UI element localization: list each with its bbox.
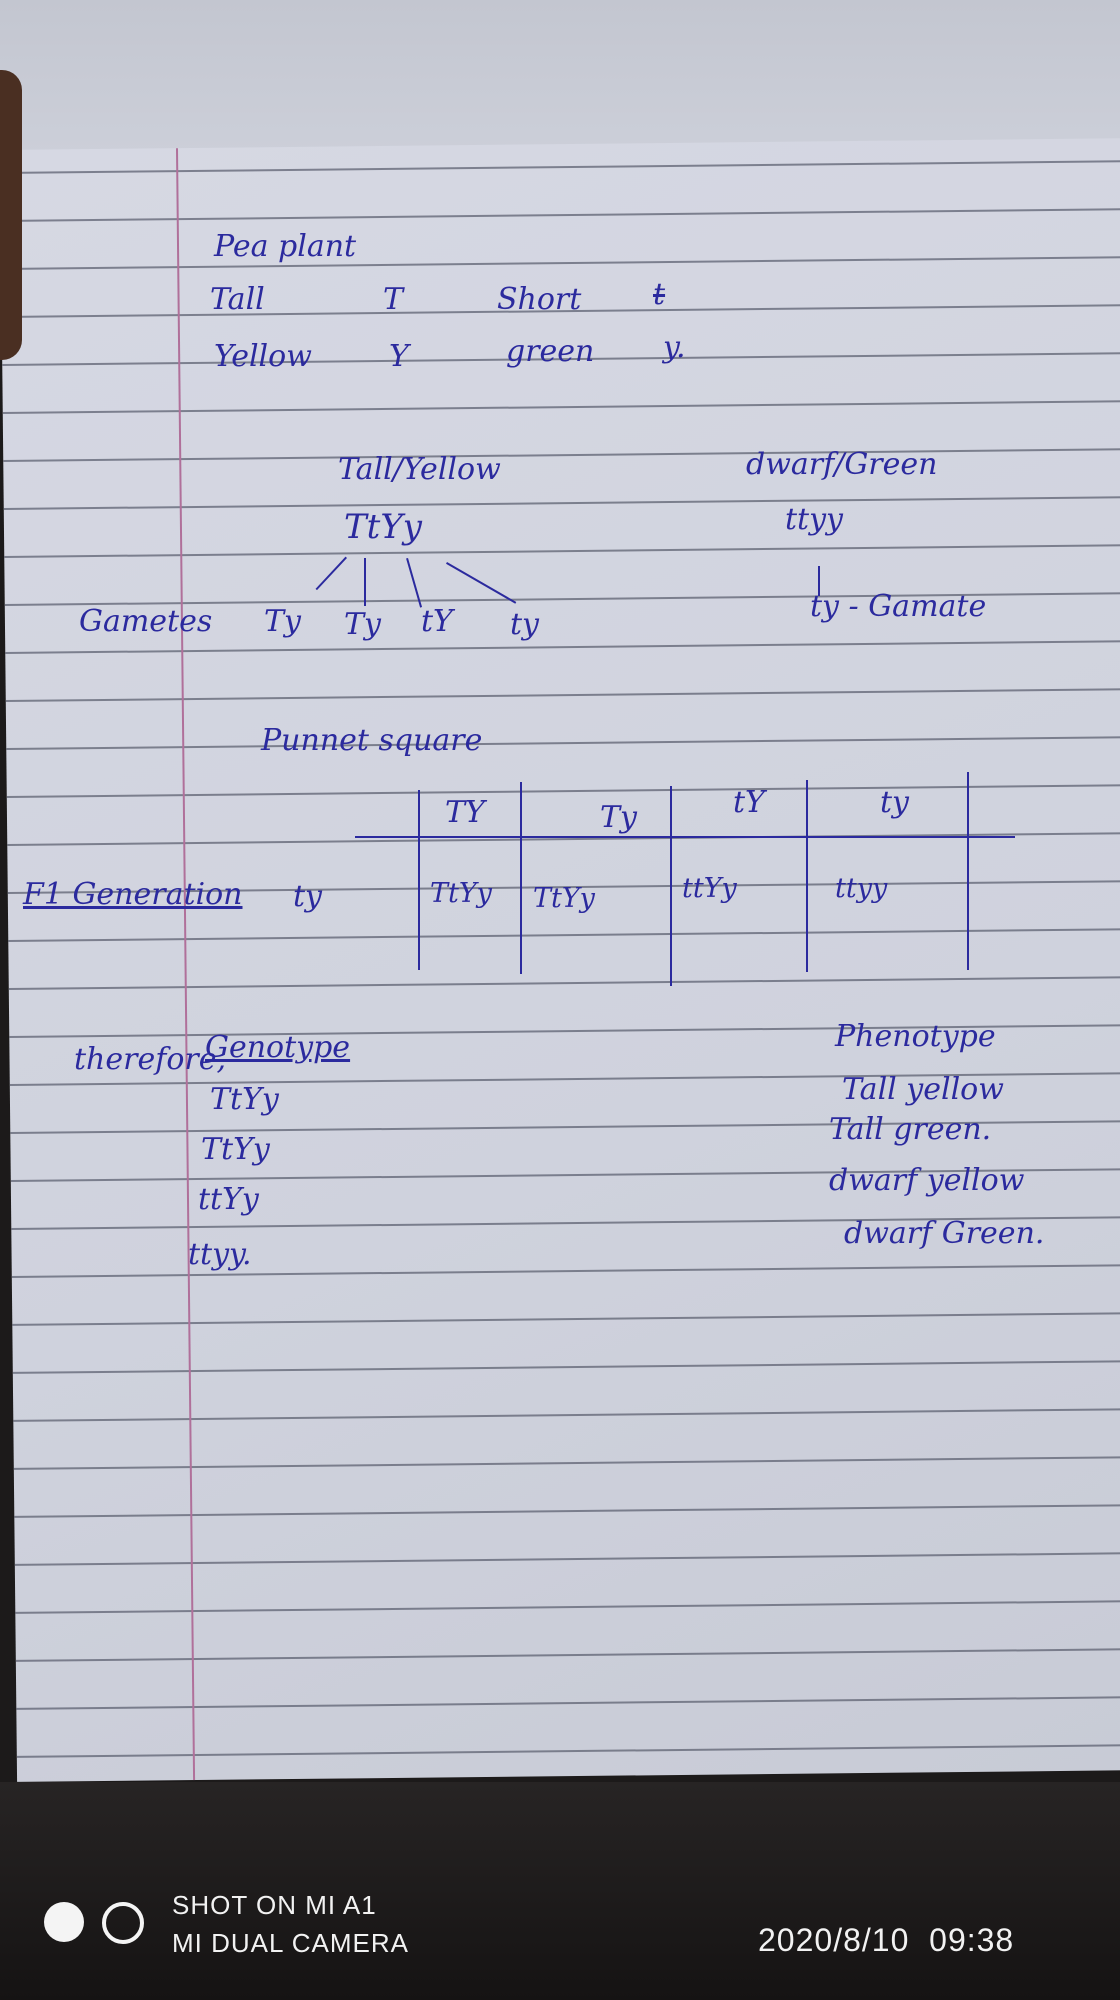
ruled-line xyxy=(0,159,1120,174)
gamete: ty xyxy=(510,607,540,642)
margin-line xyxy=(175,148,196,1782)
ruled-line xyxy=(6,783,1120,798)
branch-line xyxy=(364,558,366,606)
punnett-title: Punnet square xyxy=(261,723,483,758)
gamete: Ty xyxy=(344,607,381,642)
punnett-header: tY xyxy=(733,785,765,820)
notebook-page xyxy=(0,138,1120,1782)
notes-title: Pea plant xyxy=(214,229,357,264)
punnett-row-gamete: ty xyxy=(293,879,323,914)
ruled-line xyxy=(5,687,1120,702)
therefore-label: therefore, xyxy=(74,1042,227,1077)
ruled-line xyxy=(2,399,1120,414)
arrow-down-icon xyxy=(818,566,820,596)
ruled-line xyxy=(16,1695,1120,1710)
grid-line xyxy=(520,782,522,974)
punnett-cell: TtYy xyxy=(430,878,492,909)
gamete: Ty xyxy=(264,604,301,639)
genotype-item: ttYy xyxy=(198,1182,259,1217)
ruled-line xyxy=(7,831,1120,846)
ruled-line xyxy=(12,1311,1120,1326)
gamete: tY xyxy=(421,604,453,639)
punnett-header: TY xyxy=(445,795,485,830)
ruled-line xyxy=(6,735,1120,750)
camera-logo-icon xyxy=(44,1902,84,1942)
parent2-phenotype: dwarf/Green xyxy=(746,447,938,482)
camera-logo-ring-icon xyxy=(102,1902,144,1944)
ruled-line xyxy=(12,1359,1120,1374)
grid-line xyxy=(806,780,808,972)
ruled-line xyxy=(8,975,1120,990)
ruled-line xyxy=(14,1503,1120,1518)
f1-generation-label: F1 Generation xyxy=(23,877,243,912)
trait-tall: Tall xyxy=(210,282,265,317)
phenotype-item: Tall green. xyxy=(829,1112,992,1147)
parent2-genotype: ttyy xyxy=(785,502,844,537)
phenotype-heading: Phenotype xyxy=(835,1019,996,1054)
watermark-datetime: 2020/8/10 09:38 xyxy=(758,1922,1015,1958)
allele-T: T xyxy=(383,282,404,317)
ruled-line xyxy=(4,543,1120,558)
watermark-line1: SHOT ON MI A1 xyxy=(172,1890,377,1920)
punnett-cell: ttyy xyxy=(835,873,888,904)
trait-yellow: Yellow xyxy=(214,339,312,374)
parent1-phenotype: Tall/Yellow xyxy=(338,452,501,487)
ruled-line xyxy=(14,1551,1120,1566)
punnett-header: ty xyxy=(880,785,910,820)
table-surface xyxy=(0,1782,1120,2000)
ruled-line xyxy=(16,1743,1120,1758)
ruled-line xyxy=(11,1263,1120,1278)
genotype-heading: Genotype xyxy=(205,1030,351,1065)
header-line xyxy=(355,836,1015,838)
allele-t: t xyxy=(653,277,666,312)
parent2-gamete: ty - Gamate xyxy=(810,589,987,624)
phenotype-item: dwarf Green. xyxy=(844,1216,1045,1251)
punnett-cell: TtYy xyxy=(533,883,595,914)
grid-line xyxy=(418,790,420,970)
trait-short: Short xyxy=(497,282,582,317)
phenotype-item: dwarf yellow xyxy=(829,1163,1025,1198)
punnett-cell: ttYy xyxy=(682,873,737,904)
genotype-item: TtYy xyxy=(210,1082,279,1117)
genotype-item: TtYy xyxy=(201,1132,270,1167)
phenotype-item: Tall yellow xyxy=(842,1072,1004,1107)
trait-green: green xyxy=(506,334,595,369)
finger xyxy=(0,70,22,360)
ruled-line xyxy=(3,447,1120,462)
grid-line xyxy=(670,786,672,986)
ruled-line xyxy=(1,255,1120,270)
parent1-genotype: TtYy xyxy=(344,507,422,547)
ruled-line xyxy=(3,495,1120,510)
ruled-line xyxy=(13,1407,1120,1422)
ruled-line xyxy=(15,1599,1120,1614)
gametes-label: Gametes xyxy=(79,604,213,639)
genotype-item: ttyy. xyxy=(188,1237,252,1272)
watermark-line2: MI DUAL CAMERA xyxy=(172,1928,409,1958)
ruled-line xyxy=(8,927,1120,942)
ruled-line xyxy=(15,1647,1120,1662)
allele-Y: Y xyxy=(389,339,409,374)
allele-y: y. xyxy=(663,330,686,365)
punnett-header: Ty xyxy=(600,800,637,835)
ruled-line xyxy=(13,1455,1120,1470)
grid-line xyxy=(967,772,969,970)
ruled-line xyxy=(5,639,1120,654)
ruled-line xyxy=(0,207,1120,222)
